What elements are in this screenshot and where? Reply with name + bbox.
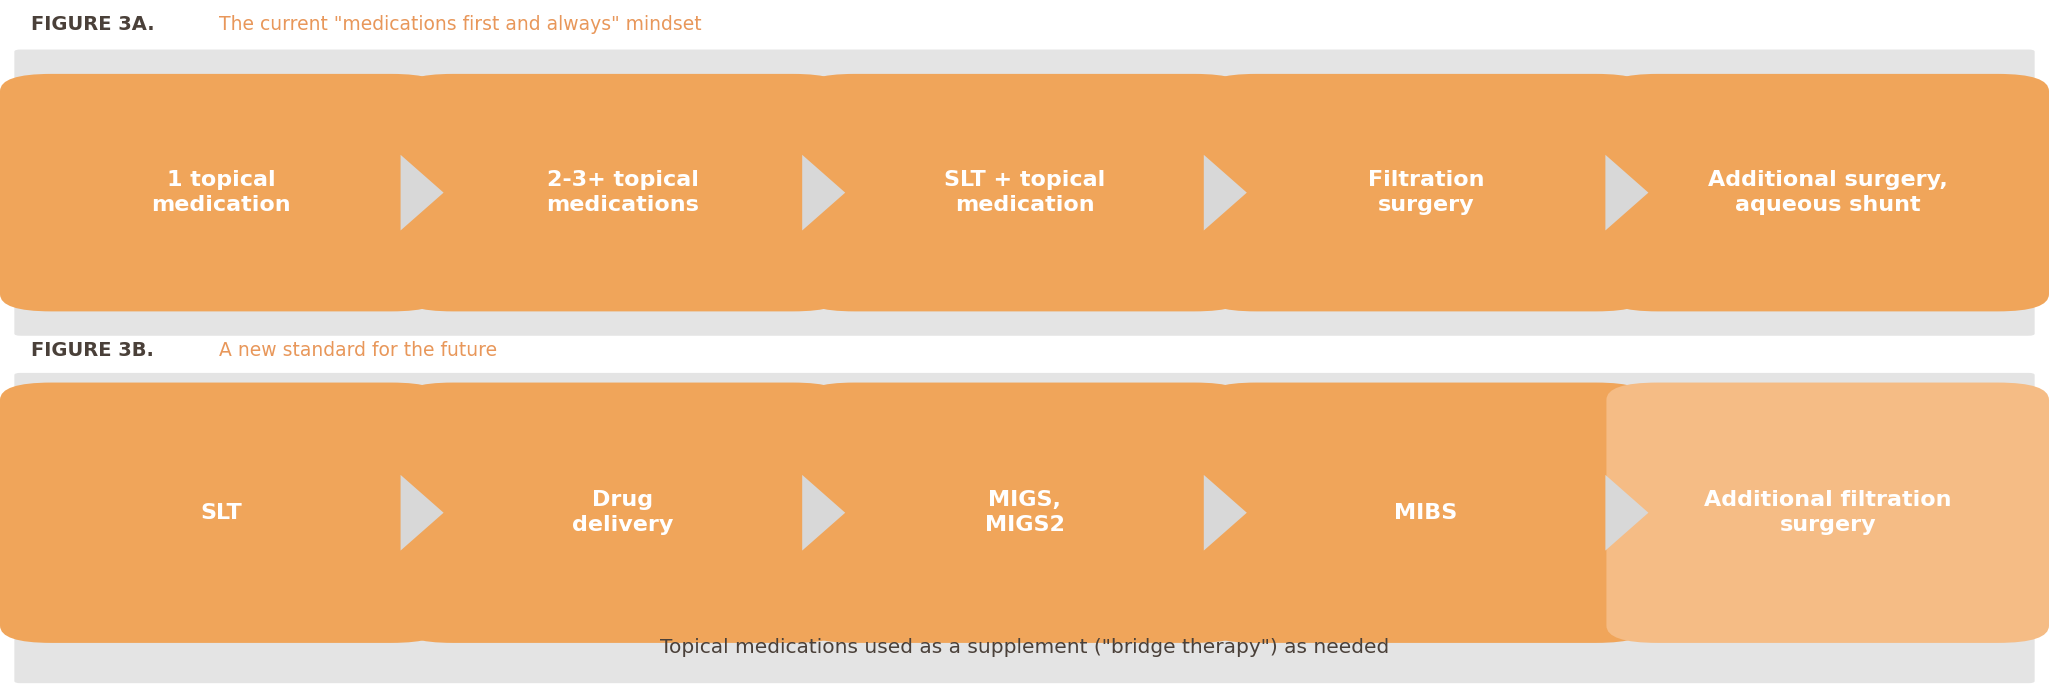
Text: 2-3+ topical
medications: 2-3+ topical medications (547, 170, 699, 215)
Polygon shape (1205, 475, 1246, 550)
Text: Drug
delivery: Drug delivery (572, 491, 674, 535)
FancyBboxPatch shape (14, 373, 2035, 683)
Text: Topical medications used as a supplement ("bridge therapy") as needed: Topical medications used as a supplement… (660, 638, 1389, 656)
FancyBboxPatch shape (14, 50, 2035, 336)
FancyBboxPatch shape (402, 74, 844, 312)
Text: MIBS: MIBS (1395, 503, 1457, 523)
Text: MIGS,
MIGS2: MIGS, MIGS2 (986, 491, 1063, 535)
Text: SLT + topical
medication: SLT + topical medication (945, 170, 1104, 215)
FancyBboxPatch shape (0, 383, 443, 643)
FancyBboxPatch shape (0, 74, 443, 312)
FancyBboxPatch shape (803, 383, 1246, 643)
Text: Additional surgery,
aqueous shunt: Additional surgery, aqueous shunt (1707, 170, 1949, 215)
Text: FIGURE 3B.: FIGURE 3B. (31, 341, 154, 361)
Polygon shape (400, 475, 443, 550)
Text: Filtration
surgery: Filtration surgery (1369, 170, 1483, 215)
Text: FIGURE 3A.: FIGURE 3A. (31, 14, 154, 34)
FancyBboxPatch shape (1205, 74, 1647, 312)
Polygon shape (1606, 155, 1647, 230)
FancyBboxPatch shape (803, 74, 1246, 312)
Text: A new standard for the future: A new standard for the future (213, 341, 498, 361)
FancyBboxPatch shape (402, 383, 844, 643)
Polygon shape (1606, 475, 1647, 550)
FancyBboxPatch shape (1205, 383, 1647, 643)
Polygon shape (400, 155, 443, 230)
Text: 1 topical
medication: 1 topical medication (152, 170, 291, 215)
FancyBboxPatch shape (1606, 383, 2049, 643)
Text: Additional filtration
surgery: Additional filtration surgery (1705, 491, 1951, 535)
FancyBboxPatch shape (1606, 74, 2049, 312)
Polygon shape (801, 475, 844, 550)
Polygon shape (801, 155, 844, 230)
Text: The current "medications first and always" mindset: The current "medications first and alway… (213, 14, 701, 34)
Text: SLT: SLT (201, 503, 242, 523)
Polygon shape (1205, 155, 1246, 230)
